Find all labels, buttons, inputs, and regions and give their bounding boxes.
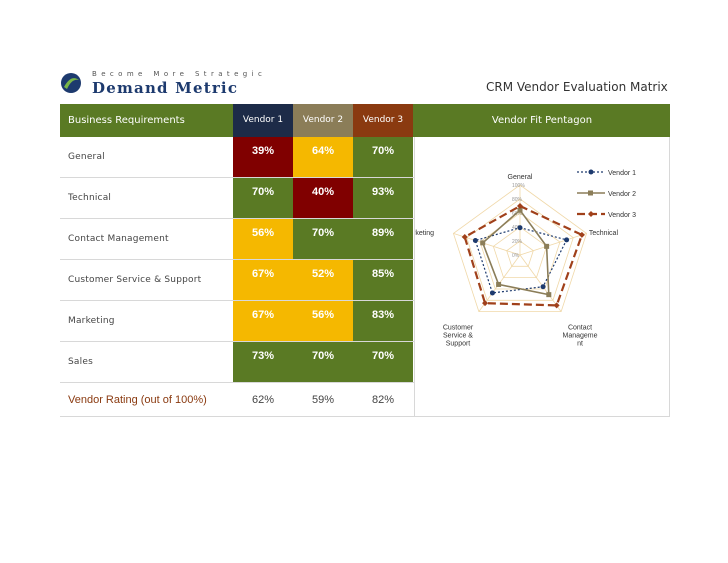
table-row: Contact Management 56% 70% 89% — [60, 219, 414, 260]
radar-grid-ring — [492, 226, 548, 279]
radar-series-1 — [474, 227, 568, 294]
radar-axis-label: Technical — [589, 230, 619, 237]
vendor-rating-row: Vendor Rating (out of 100%) 62% 59% 82% — [60, 384, 670, 417]
requirement-label: Sales — [68, 357, 93, 367]
requirement-label: Contact Management — [68, 234, 169, 244]
radar-point — [496, 281, 502, 287]
radar-point — [544, 243, 550, 249]
radar-tick-label: 80% — [512, 197, 523, 203]
radar-tick-label: 60% — [512, 211, 523, 217]
vendor-3-score: 70% — [353, 137, 413, 177]
radar-point — [540, 284, 546, 290]
radar-axis-label: Contact Manageme nt — [562, 325, 597, 348]
vendor-3-score: 83% — [353, 301, 413, 341]
requirement-label: Technical — [68, 193, 112, 203]
vendor-3-rating: 82% — [371, 394, 395, 406]
radar-tick-label: 40% — [512, 225, 523, 231]
company-logo: Become More Strategic Demand Metric — [60, 70, 262, 100]
legend-label: Vendor 1 — [608, 170, 636, 177]
legend-label: Vendor 3 — [608, 212, 636, 219]
radar-point — [489, 290, 495, 296]
radar-axis-label: Customer Service & Support — [443, 325, 474, 348]
radar-point — [482, 300, 489, 307]
vendor-1-score: 67% — [233, 301, 293, 341]
table-row: Sales 73% 70% 70% — [60, 342, 414, 383]
radar-grid-ring — [506, 240, 534, 267]
vendor-fit-radar-chart: 0% 20% 40% 60% 80% 100% General Technical Contac… — [415, 169, 636, 348]
header-vendor-3: Vendor 3 — [353, 104, 413, 137]
radar-spoke — [519, 232, 587, 256]
radar-point — [517, 207, 523, 213]
vendor-1-rating: 62% — [251, 394, 275, 406]
vendor-2-score: 40% — [293, 178, 353, 218]
vendor-1-score: 39% — [233, 137, 293, 177]
radar-tick-label: 20% — [512, 239, 523, 245]
header-vendor-fit-pentagon: Vendor Fit Pentagon — [491, 115, 593, 126]
vendor-1-score: 56% — [233, 219, 293, 259]
radar-point — [517, 203, 523, 209]
table-row: Technical 70% 40% 93% — [60, 178, 414, 219]
vendor-2-score: 56% — [293, 301, 353, 341]
legend-marker — [588, 169, 594, 175]
vendor-2-score: 70% — [293, 219, 353, 259]
evaluation-matrix: Business Requirements Vendor 1 Vendor 2 … — [60, 104, 670, 417]
radar-point — [578, 231, 585, 238]
vendor-2-score: 52% — [293, 260, 353, 300]
document-title: CRM Vendor Evaluation Matrix — [486, 80, 668, 94]
radar-point — [546, 292, 552, 298]
vendor-3-score: 70% — [353, 342, 413, 382]
radar-point — [461, 234, 468, 241]
vendor-rating-label: Vendor Rating (out of 100%) — [68, 394, 207, 406]
radar-tick-label: 0% — [512, 253, 520, 259]
header-vendor-2: Vendor 2 — [293, 104, 353, 137]
radar-axis-label: Marketing — [415, 230, 434, 237]
chart-divider — [414, 137, 415, 416]
header-vendor-1: Vendor 1 — [233, 104, 293, 137]
radar-point — [517, 225, 523, 231]
requirement-label: General — [68, 152, 105, 162]
radar-tick-label: 100% — [512, 183, 525, 189]
legend-marker — [588, 190, 593, 196]
radar-point — [480, 240, 486, 246]
radar-axis-label: General — [508, 174, 533, 181]
vendor-3-score: 85% — [353, 260, 413, 300]
radar-grid-ring — [452, 184, 588, 313]
vendor-1-score: 67% — [233, 260, 293, 300]
logo-mark-icon — [61, 73, 81, 93]
table-row: Marketing 67% 56% 83% — [60, 301, 414, 342]
vendor-2-score: 64% — [293, 137, 353, 177]
table-row: Customer Service & Support 67% 52% 85% — [60, 260, 414, 301]
radar-point — [564, 237, 570, 243]
radar-series-2 — [481, 209, 550, 296]
radar-grid-ring — [466, 198, 574, 301]
radar-point — [472, 238, 478, 244]
table-header: Business Requirements Vendor 1 Vendor 2 … — [60, 104, 670, 137]
legend-marker — [588, 211, 594, 217]
radar-point — [553, 302, 560, 309]
table-row: General 39% 64% 70% — [60, 137, 414, 178]
vendor-1-score: 70% — [233, 178, 293, 218]
requirement-label: Marketing — [68, 316, 115, 326]
radar-series-3 — [463, 204, 584, 307]
header-business-requirements: Business Requirements — [68, 115, 185, 126]
vendor-2-score: 70% — [293, 342, 353, 382]
vendor-2-rating: 59% — [311, 394, 335, 406]
vendor-3-score: 93% — [353, 178, 413, 218]
radar-spoke — [519, 254, 562, 312]
legend-label: Vendor 2 — [608, 191, 636, 198]
right-border — [669, 137, 670, 416]
logo-tagline: Become More Strategic — [92, 70, 267, 78]
vendor-1-score: 73% — [233, 342, 293, 382]
requirement-label: Customer Service & Support — [68, 275, 202, 285]
logo-brand-name: Demand Metric — [92, 79, 239, 97]
vendor-3-score: 89% — [353, 219, 413, 259]
